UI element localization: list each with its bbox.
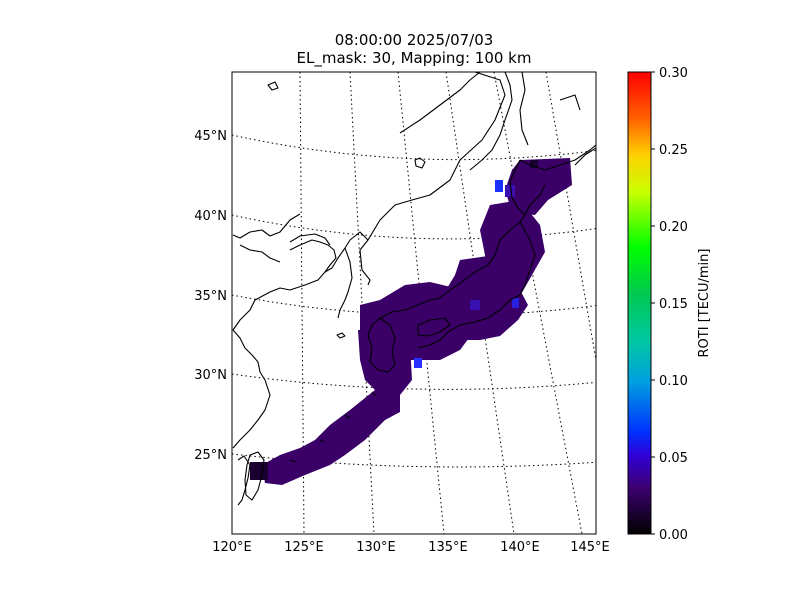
title-settings: EL_mask: 30, Mapping: 100 km [296,49,532,67]
colorbar-tick-0: 0.00 [659,528,688,543]
colorbar-tick-1: 0.05 [659,451,688,466]
map-frame [231,71,597,535]
lat-tick-30: 30°N [194,368,227,383]
lon-tick-145: 145°E [570,540,610,555]
colorbar-tick-5: 0.25 [659,143,688,158]
lon-tick-labels: 120°E 125°E 130°E 135°E 140°E 145°E [212,540,610,555]
colorbar-tick-2: 0.10 [659,374,688,389]
lon-tick-135: 135°E [428,540,468,555]
colorbar-tick-3: 0.15 [659,297,688,312]
colorbar-tick-4: 0.20 [659,220,688,235]
lon-tick-130: 130°E [356,540,396,555]
graticule [232,72,596,534]
lat-tick-40: 40°N [194,209,227,224]
colorbar-label: ROTI [TECU/min] [697,249,712,358]
map-area [232,72,596,534]
lat-tick-35: 35°N [194,289,227,304]
colorbar: 0.00 0.05 0.10 0.15 0.20 0.25 0.30 ROTI … [627,66,712,543]
lon-tick-140: 140°E [500,540,540,555]
colorbar-tick-6: 0.30 [659,66,688,81]
lat-tick-25: 25°N [194,448,227,463]
lon-tick-120: 120°E [212,540,252,555]
lon-tick-125: 125°E [284,540,324,555]
title-time: 08:00:00 2025/07/03 [334,31,494,49]
colorbar-gradient [628,72,651,534]
lat-tick-45: 45°N [194,129,227,144]
coastlines [232,72,596,506]
lat-tick-labels: 45°N 40°N 35°N 30°N 25°N [194,129,227,463]
